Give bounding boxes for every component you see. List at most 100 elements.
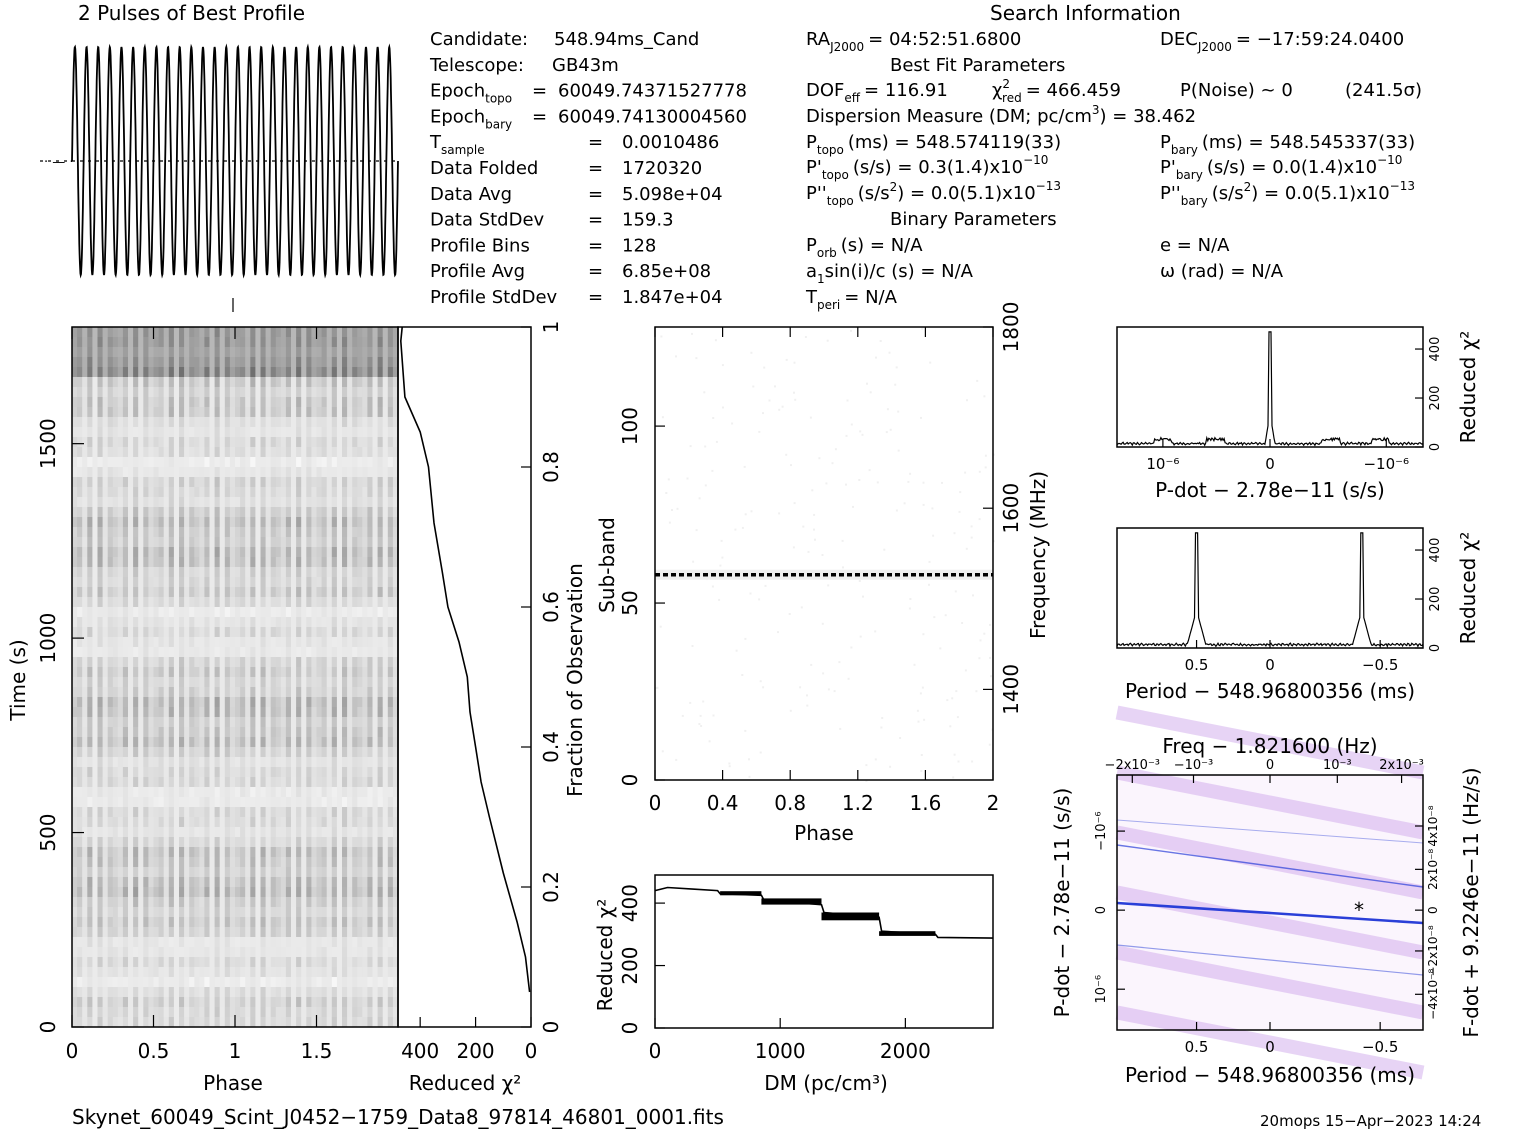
subband-speckle [921,328,923,330]
heatmap-cell [291,377,297,388]
heatmap-cell [327,587,333,598]
heatmap-cell [108,547,114,558]
heatmap-cell [301,777,307,788]
heatmap-cell [199,727,205,738]
heatmap-cell [204,837,210,848]
heatmap-cell [159,717,165,728]
heatmap-cell [92,727,98,738]
heatmap-cell [179,987,185,998]
heatmap-cell [250,577,256,588]
heatmap-cell [261,517,267,528]
heatmap-cell [143,477,149,488]
heatmap-cell [383,687,389,698]
subband-speckle [808,551,810,553]
heatmap-cell [332,747,338,758]
heatmap-cell [337,697,343,708]
heatmap-cell [204,387,210,398]
heatmap-cell [92,357,98,368]
heatmap-cell [159,867,165,878]
heatmap-cell [362,557,368,568]
heatmap-cell [383,357,389,368]
heatmap-cell [77,367,83,378]
heatmap-cell [169,407,175,418]
heatmap-cell [210,667,216,678]
heatmap-cell [118,327,124,338]
heatmap-cell [164,437,170,448]
heatmap-cell [352,817,358,828]
heatmap-cell [322,527,328,538]
heatmap-cell [296,787,302,798]
heatmap-cell [250,537,256,548]
heatmap-cell [276,457,282,468]
heatmap-cell [261,717,267,728]
heatmap-cell [159,547,165,558]
heatmap-cell [143,447,149,458]
heatmap-cell [235,737,241,748]
heatmap-cell [362,917,368,928]
heatmap-cell [108,447,114,458]
heatmap-cell [179,897,185,908]
heatmap-cell [230,397,236,408]
heatmap-cell [164,807,170,818]
heatmap-cell [174,447,180,458]
heatmap-cell [327,567,333,578]
heatmap-cell [281,897,287,908]
heatmap-cell [332,577,338,588]
heatmap-cell [378,557,384,568]
heatmap-cell [194,1007,200,1018]
heatmap-cell [98,887,104,898]
heatmap-cell [388,897,394,908]
heatmap-cell [281,377,287,388]
heatmap-cell [250,517,256,528]
heatmap-cell [230,447,236,458]
heatmap-cell [154,607,160,618]
heatmap-cell [332,647,338,658]
heatmap-cell [306,737,312,748]
heatmap-cell [103,627,109,638]
heatmap-cell [148,907,154,918]
heatmap-cell [225,347,231,358]
heatmap-cell [98,397,104,408]
heatmap-cell [123,707,129,718]
heatmap-cell [286,607,292,618]
dec-line: DECJ2000 = −17:59:24.0400 [1160,29,1404,54]
heatmap-cell [225,437,231,448]
heatmap-cell [108,877,114,888]
heatmap-cell [357,757,363,768]
heatmap-cell [123,417,129,428]
heatmap-cell [317,797,323,808]
heatmap-cell [164,857,170,868]
heatmap-cell [317,617,323,628]
heatmap-cell [220,327,226,338]
heatmap-cell [250,457,256,468]
heatmap-cell [255,637,261,648]
time-ytick-label: 1500 [36,418,60,469]
heatmap-cell [250,907,256,918]
heatmap-cell [169,897,175,908]
heatmap-cell [373,397,379,408]
heatmap-cell [220,817,226,828]
subband-speckle [741,674,743,676]
heatmap-cell [230,897,236,908]
heatmap-cell [266,917,272,928]
heatmap-cell [169,1007,175,1018]
heatmap-cell [159,737,165,748]
heatmap-cell [352,727,358,738]
heatmap-cell [301,457,307,468]
heatmap-cell [174,607,180,618]
heatmap-cell [77,567,83,578]
heatmap-cell [327,897,333,908]
heatmap-cell [210,907,216,918]
fraction-ytick-label: 1 [539,321,563,334]
heatmap-cell [301,857,307,868]
heatmap-cell [255,657,261,668]
heatmap-cell [261,837,267,848]
heatmap-cell [184,657,190,668]
heatmap-cell [108,937,114,948]
heatmap-cell [159,887,165,898]
heatmap-cell [337,557,343,568]
heatmap-cell [98,667,104,678]
heatmap-cell [367,517,373,528]
heatmap-cell [118,967,124,978]
heatmap-cell [286,597,292,608]
